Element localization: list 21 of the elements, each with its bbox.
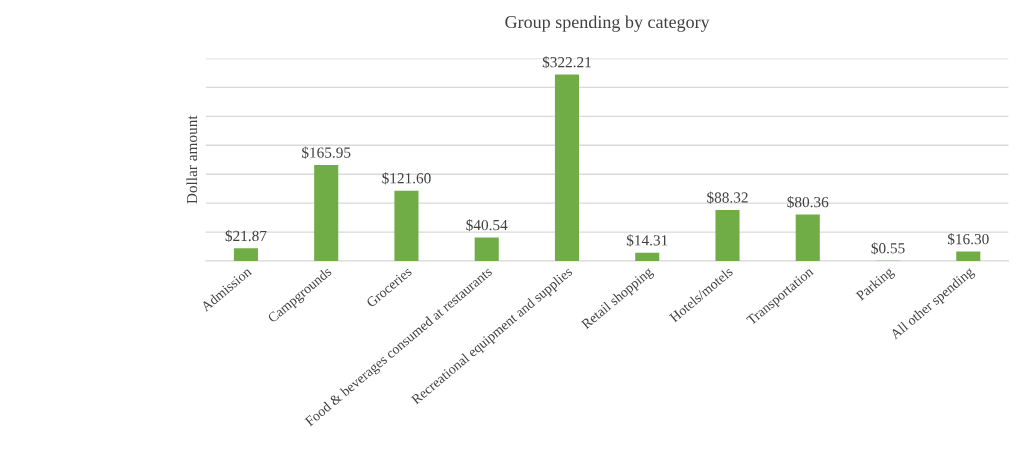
bar bbox=[635, 252, 660, 261]
chart-title: Group spending by category bbox=[505, 15, 710, 32]
data-label: $40.54 bbox=[466, 219, 508, 232]
data-label: $80.36 bbox=[787, 196, 829, 209]
bar bbox=[394, 190, 419, 261]
data-label: $88.32 bbox=[707, 191, 748, 204]
data-label: $21.87 bbox=[225, 229, 267, 243]
data-label: $322.21 bbox=[542, 56, 591, 69]
data-label: $165.95 bbox=[302, 146, 351, 159]
data-label: $121.60 bbox=[382, 172, 431, 185]
bar bbox=[474, 237, 499, 261]
bar bbox=[715, 209, 740, 261]
bar bbox=[233, 248, 258, 261]
data-label: $0.55 bbox=[871, 242, 905, 255]
y-axis-title: Dollar amount bbox=[186, 115, 198, 204]
data-label: $16.30 bbox=[947, 233, 989, 246]
bar bbox=[956, 251, 981, 261]
bar bbox=[795, 214, 820, 261]
bar bbox=[314, 164, 339, 261]
bar bbox=[554, 74, 580, 261]
data-label: $14.31 bbox=[626, 234, 668, 247]
